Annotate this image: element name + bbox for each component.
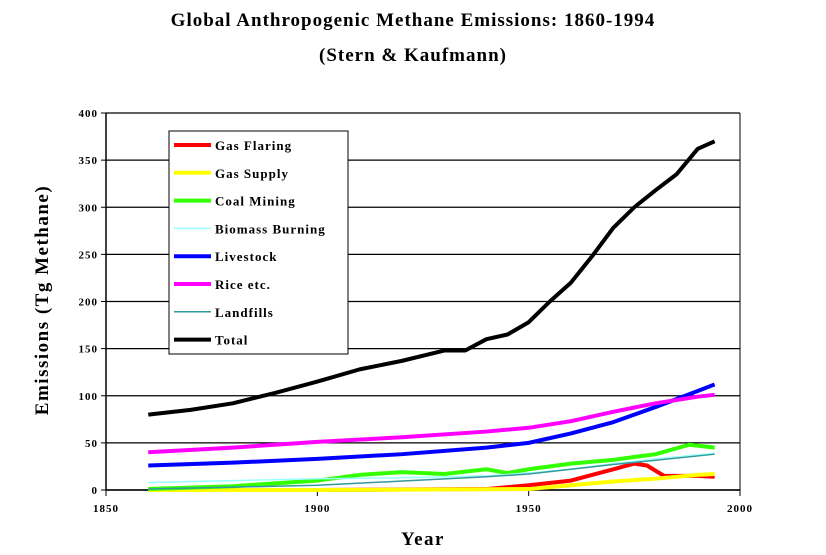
- chart-title: Global Anthropogenic Methane Emissions: …: [171, 10, 656, 31]
- legend-label: Total: [215, 333, 248, 348]
- legend-label: Coal Mining: [215, 194, 296, 209]
- legend-label: Gas Flaring: [215, 138, 292, 153]
- legend-label: Biomass Burning: [215, 221, 326, 236]
- y-tick-label: 0: [92, 485, 99, 497]
- y-tick-label: 400: [79, 108, 99, 120]
- legend-label: Livestock: [215, 249, 277, 264]
- series-line-landfills: [148, 453, 715, 490]
- y-tick-label: 300: [79, 202, 99, 214]
- legend-label: Landfills: [215, 305, 274, 320]
- y-tick-label: 50: [85, 438, 98, 450]
- series-line-biomass-burning: [148, 452, 715, 484]
- legend-label: Rice etc.: [215, 277, 271, 292]
- legend: Gas Flaring Gas Supply Coal Mining Biomass …: [168, 130, 349, 355]
- legend-box: [168, 130, 349, 355]
- y-tick-label: 100: [79, 391, 99, 403]
- y-tick-label: 250: [79, 249, 99, 261]
- series-line-coal-mining: [148, 442, 715, 492]
- x-axis-label: Year: [401, 529, 445, 550]
- series-line-rice-etc-: [148, 392, 715, 455]
- y-axis-label: Emissions (Tg Methane): [32, 185, 53, 415]
- x-tick-label: 1900: [304, 503, 330, 515]
- series-line-total: [148, 139, 716, 417]
- legend-label: Gas Supply: [215, 166, 289, 181]
- series-line-livestock: [148, 382, 716, 468]
- x-tick-label: 1950: [516, 503, 542, 515]
- y-tick-label: 150: [79, 344, 99, 356]
- x-tick-label: 1850: [93, 503, 119, 515]
- series-line-gas-supply: [148, 471, 715, 492]
- y-tick-label: 200: [79, 297, 99, 309]
- y-tick-label: 350: [79, 155, 99, 167]
- x-tick-label: 2000: [727, 503, 753, 515]
- chart-subtitle: (Stern & Kaufmann): [319, 45, 507, 66]
